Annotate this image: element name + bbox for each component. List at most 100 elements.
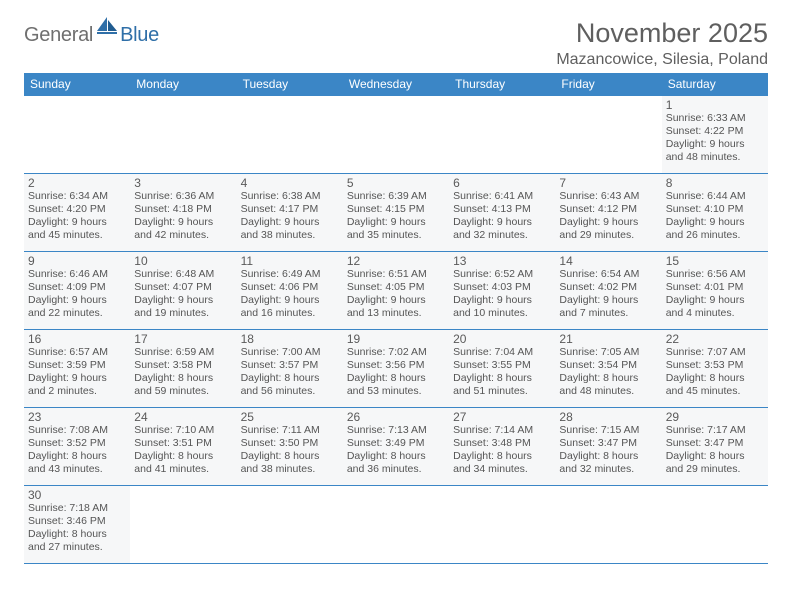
sunrise-text: Sunrise: 7:18 AM [28, 502, 126, 515]
day-info: Sunrise: 6:56 AMSunset: 4:01 PMDaylight:… [666, 268, 764, 321]
sunset-text: Sunset: 4:15 PM [347, 203, 445, 216]
calendar-cell-blank [555, 96, 661, 174]
sunrise-text: Sunrise: 7:02 AM [347, 346, 445, 359]
sunrise-text: Sunrise: 7:04 AM [453, 346, 551, 359]
day-info: Sunrise: 6:36 AMSunset: 4:18 PMDaylight:… [134, 190, 232, 243]
calendar-cell: 4Sunrise: 6:38 AMSunset: 4:17 PMDaylight… [237, 174, 343, 252]
sunrise-text: Sunrise: 6:48 AM [134, 268, 232, 281]
day-number: 5 [347, 176, 445, 190]
sunrise-text: Sunrise: 6:49 AM [241, 268, 339, 281]
calendar-table: Sunday Monday Tuesday Wednesday Thursday… [24, 73, 768, 564]
day-number: 23 [28, 410, 126, 424]
day-info: Sunrise: 6:41 AMSunset: 4:13 PMDaylight:… [453, 190, 551, 243]
day-number: 4 [241, 176, 339, 190]
calendar-cell: 13Sunrise: 6:52 AMSunset: 4:03 PMDayligh… [449, 252, 555, 330]
sunset-text: Sunset: 3:47 PM [666, 437, 764, 450]
calendar-cell: 30Sunrise: 7:18 AMSunset: 3:46 PMDayligh… [24, 486, 130, 564]
calendar-cell-blank [662, 486, 768, 564]
calendar-cell: 9Sunrise: 6:46 AMSunset: 4:09 PMDaylight… [24, 252, 130, 330]
sunrise-text: Sunrise: 6:44 AM [666, 190, 764, 203]
daylight-text: Daylight: 8 hours and 59 minutes. [134, 372, 232, 398]
day-number: 18 [241, 332, 339, 346]
day-info: Sunrise: 6:52 AMSunset: 4:03 PMDaylight:… [453, 268, 551, 321]
calendar-cell-blank [130, 486, 236, 564]
sunrise-text: Sunrise: 7:07 AM [666, 346, 764, 359]
daylight-text: Daylight: 9 hours and 35 minutes. [347, 216, 445, 242]
calendar-cell-blank [555, 486, 661, 564]
calendar-cell: 28Sunrise: 7:15 AMSunset: 3:47 PMDayligh… [555, 408, 661, 486]
daylight-text: Daylight: 9 hours and 2 minutes. [28, 372, 126, 398]
calendar-cell: 20Sunrise: 7:04 AMSunset: 3:55 PMDayligh… [449, 330, 555, 408]
calendar-cell: 17Sunrise: 6:59 AMSunset: 3:58 PMDayligh… [130, 330, 236, 408]
day-number: 16 [28, 332, 126, 346]
day-number: 30 [28, 488, 126, 502]
calendar-cell: 19Sunrise: 7:02 AMSunset: 3:56 PMDayligh… [343, 330, 449, 408]
sunset-text: Sunset: 3:54 PM [559, 359, 657, 372]
day-info: Sunrise: 6:43 AMSunset: 4:12 PMDaylight:… [559, 190, 657, 243]
sunrise-text: Sunrise: 7:11 AM [241, 424, 339, 437]
day-info: Sunrise: 6:44 AMSunset: 4:10 PMDaylight:… [666, 190, 764, 243]
calendar-row: 2Sunrise: 6:34 AMSunset: 4:20 PMDaylight… [24, 174, 768, 252]
sunrise-text: Sunrise: 6:57 AM [28, 346, 126, 359]
day-info: Sunrise: 7:14 AMSunset: 3:48 PMDaylight:… [453, 424, 551, 477]
location-subtitle: Mazancowice, Silesia, Poland [556, 51, 768, 69]
calendar-cell: 6Sunrise: 6:41 AMSunset: 4:13 PMDaylight… [449, 174, 555, 252]
logo-text-blue: Blue [120, 24, 159, 47]
day-number: 25 [241, 410, 339, 424]
day-number: 12 [347, 254, 445, 268]
sunset-text: Sunset: 4:12 PM [559, 203, 657, 216]
sunset-text: Sunset: 3:57 PM [241, 359, 339, 372]
calendar-cell-blank [130, 96, 236, 174]
calendar-cell: 24Sunrise: 7:10 AMSunset: 3:51 PMDayligh… [130, 408, 236, 486]
sunrise-text: Sunrise: 6:46 AM [28, 268, 126, 281]
day-number: 3 [134, 176, 232, 190]
sunset-text: Sunset: 3:55 PM [453, 359, 551, 372]
daylight-text: Daylight: 9 hours and 22 minutes. [28, 294, 126, 320]
sunset-text: Sunset: 3:50 PM [241, 437, 339, 450]
daylight-text: Daylight: 8 hours and 56 minutes. [241, 372, 339, 398]
sunset-text: Sunset: 3:51 PM [134, 437, 232, 450]
day-info: Sunrise: 6:57 AMSunset: 3:59 PMDaylight:… [28, 346, 126, 399]
calendar-cell-blank [343, 96, 449, 174]
day-number: 27 [453, 410, 551, 424]
day-number: 7 [559, 176, 657, 190]
calendar-row: 9Sunrise: 6:46 AMSunset: 4:09 PMDaylight… [24, 252, 768, 330]
day-info: Sunrise: 7:08 AMSunset: 3:52 PMDaylight:… [28, 424, 126, 477]
sunrise-text: Sunrise: 7:15 AM [559, 424, 657, 437]
calendar-cell: 3Sunrise: 6:36 AMSunset: 4:18 PMDaylight… [130, 174, 236, 252]
sunrise-text: Sunrise: 6:41 AM [453, 190, 551, 203]
sunrise-text: Sunrise: 6:33 AM [666, 112, 764, 125]
sunset-text: Sunset: 4:10 PM [666, 203, 764, 216]
month-title: November 2025 [556, 18, 768, 49]
day-number: 28 [559, 410, 657, 424]
day-info: Sunrise: 7:11 AMSunset: 3:50 PMDaylight:… [241, 424, 339, 477]
sunset-text: Sunset: 3:53 PM [666, 359, 764, 372]
calendar-cell: 23Sunrise: 7:08 AMSunset: 3:52 PMDayligh… [24, 408, 130, 486]
day-info: Sunrise: 7:02 AMSunset: 3:56 PMDaylight:… [347, 346, 445, 399]
sunrise-text: Sunrise: 7:08 AM [28, 424, 126, 437]
logo-sail-icon [97, 17, 119, 40]
sunset-text: Sunset: 4:20 PM [28, 203, 126, 216]
sunrise-text: Sunrise: 6:36 AM [134, 190, 232, 203]
daylight-text: Daylight: 8 hours and 41 minutes. [134, 450, 232, 476]
sunrise-text: Sunrise: 7:10 AM [134, 424, 232, 437]
sunrise-text: Sunrise: 7:14 AM [453, 424, 551, 437]
day-header: Saturday [662, 73, 768, 96]
calendar-cell: 12Sunrise: 6:51 AMSunset: 4:05 PMDayligh… [343, 252, 449, 330]
daylight-text: Daylight: 8 hours and 38 minutes. [241, 450, 339, 476]
sunrise-text: Sunrise: 7:17 AM [666, 424, 764, 437]
sunrise-text: Sunrise: 6:38 AM [241, 190, 339, 203]
day-number: 29 [666, 410, 764, 424]
calendar-row: 23Sunrise: 7:08 AMSunset: 3:52 PMDayligh… [24, 408, 768, 486]
sunrise-text: Sunrise: 7:00 AM [241, 346, 339, 359]
daylight-text: Daylight: 9 hours and 7 minutes. [559, 294, 657, 320]
calendar-row: 16Sunrise: 6:57 AMSunset: 3:59 PMDayligh… [24, 330, 768, 408]
calendar-cell: 5Sunrise: 6:39 AMSunset: 4:15 PMDaylight… [343, 174, 449, 252]
daylight-text: Daylight: 8 hours and 53 minutes. [347, 372, 445, 398]
daylight-text: Daylight: 9 hours and 10 minutes. [453, 294, 551, 320]
day-info: Sunrise: 7:13 AMSunset: 3:49 PMDaylight:… [347, 424, 445, 477]
calendar-cell: 16Sunrise: 6:57 AMSunset: 3:59 PMDayligh… [24, 330, 130, 408]
day-number: 2 [28, 176, 126, 190]
daylight-text: Daylight: 8 hours and 27 minutes. [28, 528, 126, 554]
sunrise-text: Sunrise: 6:43 AM [559, 190, 657, 203]
